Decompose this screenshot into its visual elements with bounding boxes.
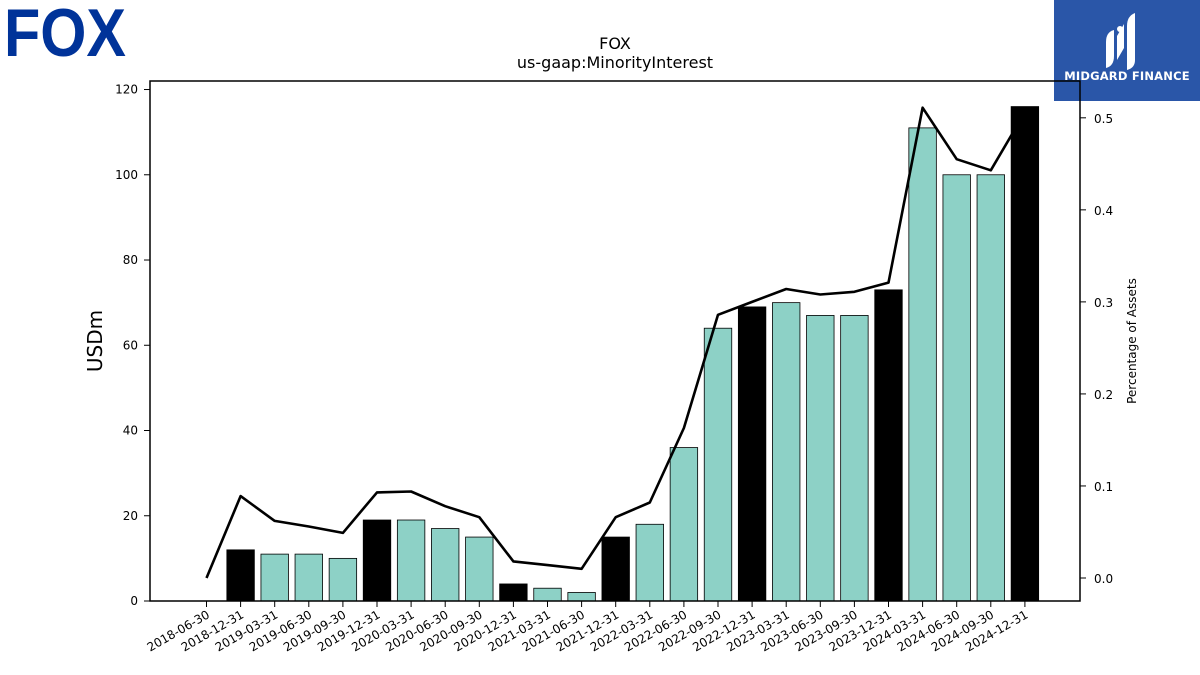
y2-tick-label-0: 0.0 xyxy=(1094,572,1113,586)
y-tick-label-20: 20 xyxy=(123,509,138,523)
midgard-finance-logo: MIDGARD FINANCE xyxy=(1054,0,1200,101)
bar-2020-03-31 xyxy=(396,519,426,602)
y2-tick-label-0.2: 0.2 xyxy=(1094,388,1113,402)
bar-2020-12-31 xyxy=(499,583,528,602)
bar-2022-12-31 xyxy=(737,306,767,602)
y2-tick-label-0.3: 0.3 xyxy=(1094,296,1113,310)
bar-2023-06-30 xyxy=(806,315,835,602)
bar-2019-12-31 xyxy=(362,519,392,602)
bar-2019-09-30 xyxy=(328,557,358,602)
y2-tick-label-0.1: 0.1 xyxy=(1094,480,1113,494)
bar-2021-12-31 xyxy=(601,536,630,602)
chart-title: FOX xyxy=(599,34,631,53)
bar-2019-06-30 xyxy=(294,553,323,602)
y-tick-label-80: 80 xyxy=(123,253,138,267)
bar-2024-06-30 xyxy=(942,174,971,602)
y-tick-label-60: 60 xyxy=(123,338,138,352)
bar-2023-09-30 xyxy=(840,315,869,602)
bar-2020-06-30 xyxy=(431,528,460,602)
y-tick-label-120: 120 xyxy=(115,83,138,97)
bar-2023-12-31 xyxy=(874,289,903,602)
y-tick-label-40: 40 xyxy=(123,424,138,438)
bar-2023-03-31 xyxy=(772,302,801,602)
y2-axis-label: Percentage of Assets xyxy=(1125,278,1139,404)
percentage-line xyxy=(205,106,1027,579)
bar-2018-12-31 xyxy=(226,549,255,602)
bar-2020-09-30 xyxy=(465,536,494,602)
bar-2024-03-31 xyxy=(908,127,937,602)
bar-2022-09-30 xyxy=(703,327,733,602)
bar-2022-03-31 xyxy=(635,523,664,602)
brand-name: MIDGARD FINANCE xyxy=(1064,69,1190,83)
chart-subtitle: us-gaap:MinorityInterest xyxy=(517,53,713,72)
bar-2024-09-30 xyxy=(976,174,1005,602)
y2-tick-label-0.5: 0.5 xyxy=(1094,112,1113,126)
bar-2021-06-30 xyxy=(567,592,596,602)
bar-2019-03-31 xyxy=(260,553,289,602)
y-tick-label-100: 100 xyxy=(115,168,138,182)
y2-tick-label-0.4: 0.4 xyxy=(1094,204,1113,218)
bar-2022-06-30 xyxy=(669,447,699,602)
plot-frame xyxy=(149,80,1081,602)
bar-2024-12-31 xyxy=(1010,106,1040,602)
y-axis-label: USDm xyxy=(83,310,107,372)
bar-2021-03-31 xyxy=(533,587,562,602)
y-tick-label-0: 0 xyxy=(130,594,138,608)
